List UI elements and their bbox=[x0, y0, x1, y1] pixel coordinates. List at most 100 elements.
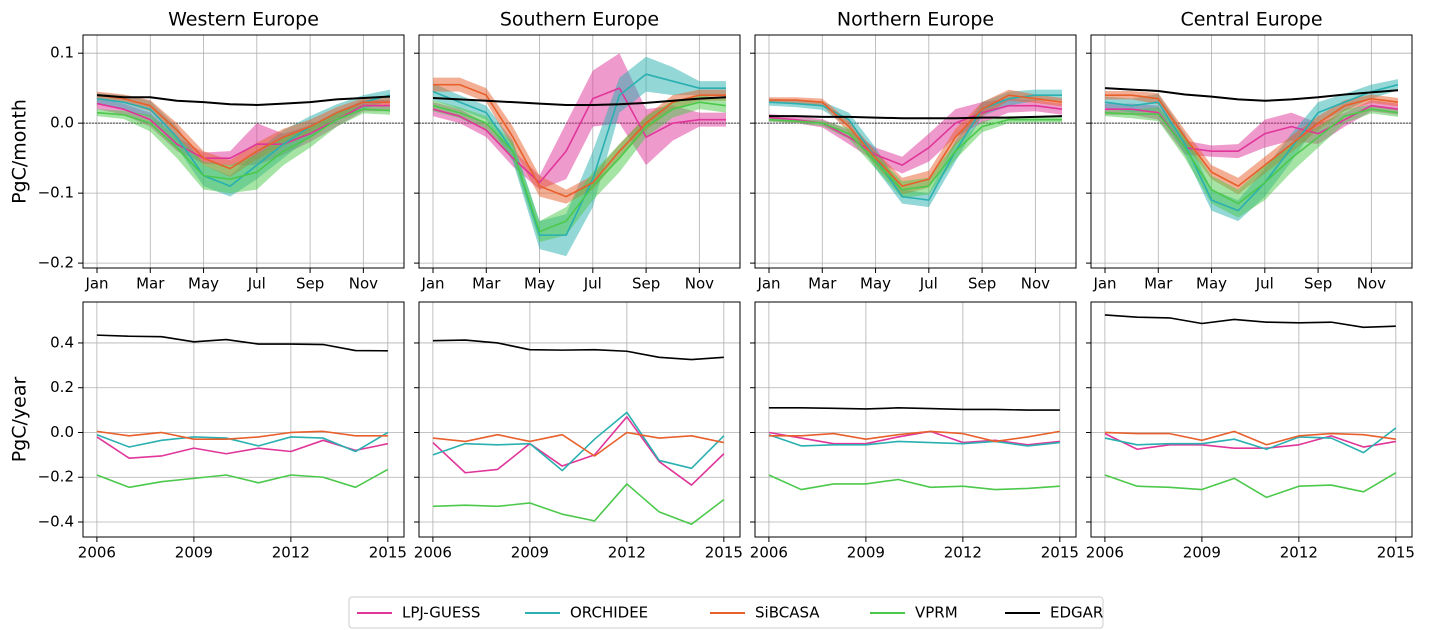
x-tick-label: Mar bbox=[808, 275, 837, 293]
x-tick-label: Jan bbox=[84, 275, 108, 293]
series-line bbox=[96, 334, 388, 352]
plot-frame bbox=[418, 301, 741, 538]
plot-frame bbox=[1090, 34, 1413, 269]
y-tick-label: 0.0 bbox=[50, 114, 74, 132]
series-line bbox=[768, 430, 1060, 446]
x-tick-label: Mar bbox=[136, 275, 165, 293]
x-tick-label: 2015 bbox=[369, 544, 407, 562]
x-tick-label: May bbox=[1196, 275, 1227, 293]
x-tick-label: 2015 bbox=[705, 544, 743, 562]
x-tick-label: 2006 bbox=[414, 544, 452, 562]
x-tick-label: Sep bbox=[1304, 275, 1332, 293]
panel-title: Northern Europe bbox=[837, 9, 994, 31]
x-tick-label: 2012 bbox=[1280, 544, 1318, 562]
series-line bbox=[1104, 314, 1396, 329]
plot-frame bbox=[82, 301, 405, 538]
y-tick-label: 0.1 bbox=[50, 44, 74, 62]
series-line bbox=[768, 430, 1060, 443]
x-tick-label: 2006 bbox=[750, 544, 788, 562]
series-line bbox=[1104, 430, 1396, 446]
series-line bbox=[768, 407, 1060, 411]
x-tick-label: 2012 bbox=[608, 544, 646, 562]
series-line bbox=[1105, 104, 1399, 152]
spread-band bbox=[433, 77, 726, 204]
series-line bbox=[432, 431, 724, 457]
plot-frame bbox=[82, 34, 405, 269]
series-line bbox=[432, 87, 726, 184]
series-line bbox=[769, 94, 1063, 187]
x-tick-label: Jan bbox=[420, 275, 444, 293]
x-tick-label: Sep bbox=[296, 275, 324, 293]
x-tick-label: Jul bbox=[583, 275, 602, 293]
y-tick-label: 0.4 bbox=[50, 333, 74, 351]
series-line bbox=[96, 430, 388, 440]
x-tick-label: Jan bbox=[1092, 275, 1116, 293]
spread-band bbox=[1105, 90, 1398, 195]
series-line bbox=[768, 94, 1062, 201]
x-tick-label: Nov bbox=[1357, 275, 1386, 293]
x-tick-label: 2006 bbox=[1086, 544, 1124, 562]
x-tick-label: 2009 bbox=[847, 544, 885, 562]
x-tick-label: 2015 bbox=[1041, 544, 1079, 562]
x-tick-label: Mar bbox=[472, 275, 501, 293]
series-line bbox=[432, 411, 725, 472]
plot-area bbox=[755, 302, 1076, 537]
series-line bbox=[1105, 94, 1399, 187]
series-line bbox=[96, 468, 389, 489]
y-axis-label: PgC/year bbox=[9, 377, 31, 463]
series-line bbox=[1104, 108, 1399, 205]
panel-title: Southern Europe bbox=[500, 9, 659, 31]
series-line bbox=[96, 94, 390, 170]
series-line bbox=[769, 115, 1063, 120]
series-line bbox=[96, 431, 389, 453]
series-line bbox=[432, 483, 725, 526]
spread-band bbox=[97, 89, 390, 197]
legend-label: LPJ-GUESS bbox=[402, 604, 480, 622]
x-tick-label: 2015 bbox=[1377, 544, 1415, 562]
panel-title: Central Europe bbox=[1180, 9, 1322, 31]
series-line bbox=[1104, 432, 1396, 451]
x-tick-label: Jul bbox=[919, 275, 938, 293]
series-line bbox=[432, 101, 727, 233]
plot-frame bbox=[754, 34, 1077, 269]
spread-band bbox=[433, 53, 726, 190]
x-tick-label: Sep bbox=[632, 275, 660, 293]
spread-band bbox=[769, 116, 1062, 199]
legend-label: ORCHIDEE bbox=[570, 604, 648, 622]
plot-frame bbox=[1090, 301, 1413, 538]
y-tick-label: −0.1 bbox=[38, 184, 74, 202]
x-tick-label: 2012 bbox=[944, 544, 982, 562]
x-tick-label: May bbox=[524, 275, 555, 293]
series-line bbox=[432, 73, 726, 236]
x-tick-label: 2009 bbox=[1183, 544, 1221, 562]
panel-title: Western Europe bbox=[168, 9, 319, 31]
y-tick-label: −0.2 bbox=[38, 254, 74, 272]
x-tick-label: Nov bbox=[685, 275, 714, 293]
series-line bbox=[1104, 427, 1397, 454]
x-tick-label: Mar bbox=[1144, 275, 1173, 293]
spread-band bbox=[97, 104, 390, 194]
series-line bbox=[1104, 472, 1397, 499]
y-tick-label: 0.0 bbox=[50, 423, 74, 441]
y-tick-label: 0.2 bbox=[50, 378, 74, 396]
series-line bbox=[432, 339, 724, 361]
spread-band bbox=[433, 95, 726, 243]
legend-label: SiBCASA bbox=[755, 604, 820, 622]
x-tick-label: Jan bbox=[756, 275, 780, 293]
plot-area bbox=[83, 302, 404, 537]
x-tick-label: May bbox=[188, 275, 219, 293]
plot-area bbox=[1091, 302, 1412, 537]
y-tick-label: −0.2 bbox=[38, 468, 74, 486]
x-tick-label: Jul bbox=[247, 275, 266, 293]
series-line bbox=[768, 433, 1060, 447]
series-line bbox=[96, 94, 391, 106]
y-tick-label: −0.4 bbox=[38, 513, 74, 531]
plot-frame bbox=[754, 301, 1077, 538]
y-axis-label: PgC/month bbox=[9, 99, 31, 204]
x-tick-label: Nov bbox=[349, 275, 378, 293]
legend-label: EDGAR bbox=[1050, 604, 1103, 622]
series-line bbox=[768, 474, 1060, 491]
series-line bbox=[768, 118, 1062, 191]
series-line bbox=[432, 96, 727, 106]
